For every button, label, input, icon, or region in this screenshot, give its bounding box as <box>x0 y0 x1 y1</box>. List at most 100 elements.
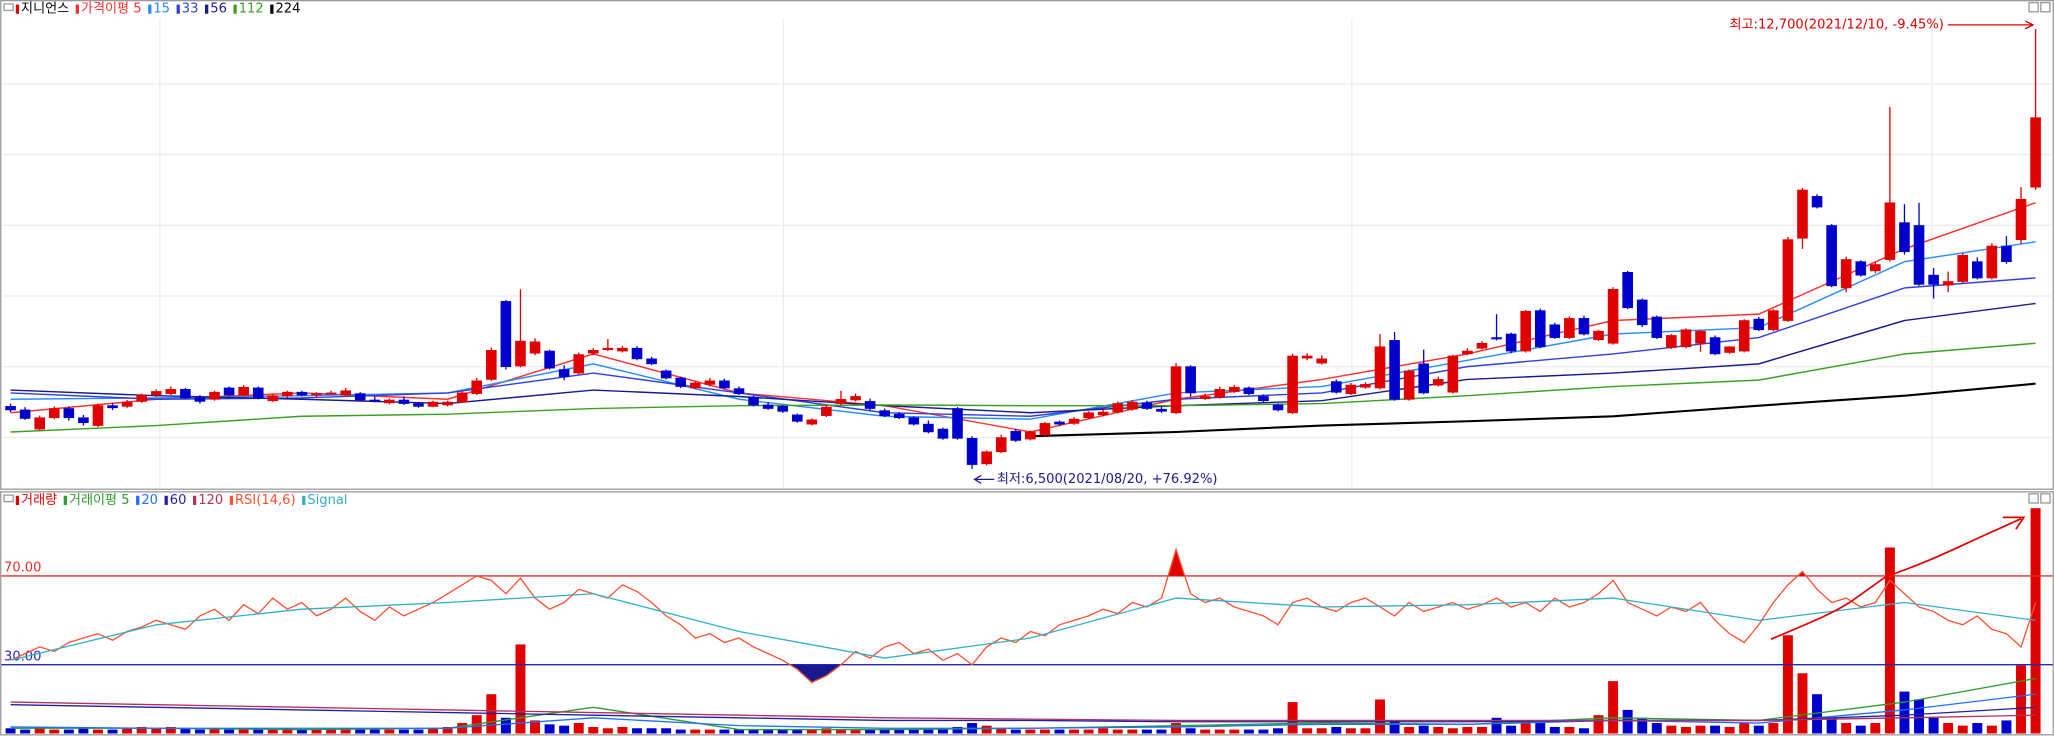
volume-bar <box>719 729 730 734</box>
candle-body <box>923 423 934 433</box>
candle-body <box>995 437 1007 453</box>
legend-swatch <box>229 495 234 505</box>
volume-bar <box>428 728 439 734</box>
candle-body <box>223 387 235 396</box>
volume-bar <box>632 728 642 734</box>
volume-bar <box>1389 720 1400 734</box>
volume-bar <box>1491 717 1502 734</box>
candle-body <box>1753 318 1765 331</box>
candle-body <box>1185 366 1196 394</box>
volume-bar <box>2016 665 2026 734</box>
button[interactable] <box>2040 493 2051 504</box>
legend-swatch <box>270 4 274 14</box>
volume-bar <box>224 729 235 734</box>
candle-body <box>1039 423 1051 436</box>
volume-bar <box>369 729 380 734</box>
candle-body <box>48 408 60 419</box>
candle-body <box>704 380 716 385</box>
candle-body <box>311 393 322 396</box>
volume-bar <box>1593 715 1604 734</box>
candle-body <box>209 391 220 400</box>
candle-body <box>1593 330 1604 341</box>
button[interactable] <box>2028 1 2039 13</box>
volume-bar <box>34 728 45 734</box>
volume-bar <box>1622 709 1633 734</box>
volume-bar <box>1739 723 1750 734</box>
candle-body <box>748 396 759 406</box>
candle-body <box>1636 299 1648 326</box>
volume-bar <box>923 729 934 734</box>
candle-body <box>340 390 351 396</box>
candle-body <box>573 354 585 374</box>
legend-label: 20 <box>141 493 158 508</box>
volume-bar <box>1258 729 1269 734</box>
volume-bar <box>1229 729 1240 734</box>
candle-body <box>150 391 162 396</box>
volume-bar <box>1520 720 1531 734</box>
volume-bar <box>1826 717 1837 734</box>
volume-bar <box>1214 729 1225 734</box>
candle-body <box>1491 337 1502 340</box>
volume-bar <box>311 729 322 734</box>
volume-bar <box>1200 729 1211 734</box>
legend-swatch <box>63 495 67 505</box>
candle-body <box>1170 366 1182 414</box>
volume-bar <box>879 729 890 734</box>
candle-body <box>806 419 818 425</box>
volume-bar <box>122 728 133 734</box>
legend-swatch <box>233 4 237 14</box>
candle-body <box>631 347 643 360</box>
volume-bar <box>1608 681 1619 734</box>
button[interactable] <box>3 494 14 503</box>
volume-bar <box>1549 726 1560 734</box>
volume-bar <box>151 728 162 734</box>
candle-body <box>908 417 920 425</box>
volume-bar <box>661 728 672 734</box>
volume-bar <box>1841 723 1852 734</box>
volume-bar <box>1141 729 1152 734</box>
candle-body <box>1622 271 1633 309</box>
candle-body <box>660 370 672 379</box>
volume-bar <box>1287 702 1298 734</box>
candle-body <box>1214 389 1226 398</box>
signal-line <box>10 593 2036 661</box>
volume-bar <box>1695 725 1706 734</box>
candle-body <box>1870 264 1881 272</box>
candle-body <box>1738 320 1750 352</box>
volume-bar <box>1069 729 1080 734</box>
volume-bar <box>734 729 744 734</box>
candle-body <box>1666 335 1677 348</box>
volume-bar <box>398 729 409 734</box>
candle-body <box>1709 337 1721 355</box>
volume-bar <box>1651 723 1662 734</box>
candle-body <box>1156 408 1167 412</box>
candle-body <box>63 408 75 419</box>
button[interactable] <box>2040 1 2051 13</box>
candle-body <box>1345 384 1357 394</box>
candle-body <box>1680 329 1692 348</box>
button[interactable] <box>2028 493 2039 504</box>
candle-body <box>1374 346 1386 389</box>
candle-body <box>296 391 308 396</box>
candle-body <box>165 389 177 394</box>
volume-bar <box>1768 723 1779 734</box>
volume-bar <box>952 726 963 734</box>
candle-body <box>121 401 133 407</box>
volume-bar <box>326 729 337 734</box>
candle-body <box>413 403 424 407</box>
candle-body <box>2015 198 2027 241</box>
volume-bar <box>792 729 803 734</box>
volume-bar <box>1710 725 1721 734</box>
legend-label: 15 <box>153 2 170 17</box>
volume-bar <box>1462 726 1473 734</box>
volume-bar <box>1564 726 1575 734</box>
volume-bar <box>1476 726 1487 734</box>
button[interactable] <box>3 3 14 12</box>
candle-body <box>1578 318 1590 335</box>
volume-bar <box>238 728 249 734</box>
volume-bar <box>1782 635 1793 734</box>
candle-body <box>1316 358 1328 364</box>
window-buttons <box>3 1 2051 504</box>
candle-body <box>2001 245 2012 262</box>
volume-bar <box>1171 723 1182 734</box>
